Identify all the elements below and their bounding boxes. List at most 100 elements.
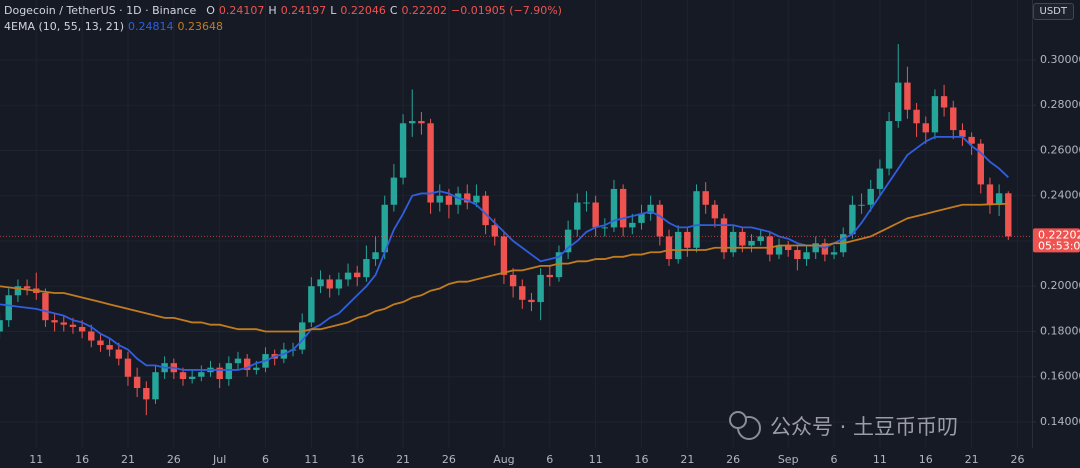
candle-body [23,286,31,289]
candle-body [335,279,343,289]
watermark-icon [729,411,747,429]
candle-body [647,204,654,214]
candle-body [638,213,645,223]
candle-body [858,204,865,206]
candle-body [390,177,398,205]
candle-body [583,202,590,204]
candle-body [968,136,975,144]
change: −0.01905 (−7.90%) [451,4,562,17]
candle-body [326,279,333,289]
countdown: 05:53:09 [1038,239,1080,252]
candle-body [427,123,434,203]
x-tick-label: 11 [873,453,887,466]
candle-body [574,202,581,230]
candle-body [445,195,453,205]
watermark: 公众号 · 土豆币币叨 [729,411,958,440]
y-tick-label: 0.30000 [1040,53,1080,66]
candle-body [188,376,196,379]
ema-line [0,202,1009,333]
candle-body [619,188,627,228]
candle-body [922,123,929,133]
candle-body [959,130,966,137]
x-tick-label: 26 [442,453,456,466]
candle-body [115,349,122,359]
candle-body [803,252,810,260]
ema-value: 0.24814 [128,20,174,33]
candle-body [152,372,159,400]
x-tick-label: 16 [75,453,89,466]
candle-body [830,252,838,255]
candle-body [913,109,920,124]
x-tick-label: Jul [212,453,226,466]
candle-body [711,204,719,219]
high-value: 0.24197 [280,4,327,17]
ema-line [0,135,1009,371]
candle-body [482,195,489,226]
candle-body [564,229,572,253]
candle-body [363,259,370,278]
candle-body [143,388,150,400]
candle-body [344,272,352,280]
candle-body [665,236,673,260]
candle-body [950,107,957,131]
x-tick-label: 6 [831,453,838,466]
candle-body [179,372,187,379]
ohlc-label: L [330,4,337,17]
labels: 0.140000.160000.180000.200000.220000.240… [29,53,1080,466]
candle-body [509,274,517,287]
last-price-label: 0.22202 [1038,228,1080,241]
candle-body [106,345,113,350]
indicator-name: 4EMA (10, 55, 13, 21) [4,20,125,33]
candle-body [234,358,242,364]
candle-body [940,96,948,108]
x-tick-label: 26 [726,453,740,466]
symbol: Dogecoin / TetherUS · 1D · Binance [4,4,197,17]
candle-body [409,121,416,124]
indicator-legend: 4EMA (10, 55, 13, 21) 0.24814 0.23648 [4,20,223,33]
candle-body [124,358,132,377]
ohlc-label: C [389,4,398,17]
candle-body [986,184,994,205]
ema-value: 0.23648 [177,20,224,33]
candle-body [748,240,755,246]
candle-body [895,82,902,122]
x-tick-label: 11 [304,453,318,466]
ohlc-label: O [206,4,215,17]
candle-body [97,340,104,346]
candle-body [684,231,691,248]
candle-body [42,293,49,321]
header: Dogecoin / TetherUS · 1D · Binance O 0.24… [4,4,562,17]
candle-body [794,250,801,260]
candle-body [464,193,471,203]
x-tick-label: 21 [121,453,135,466]
candle-body [821,243,829,255]
candle-body [500,236,508,275]
candle-body [537,274,544,303]
candle-body [885,121,893,169]
candle-body [0,320,3,332]
candle-body [14,286,22,296]
x-tick-label: 16 [350,453,364,466]
candle-body [399,123,407,178]
candle-body [253,367,260,370]
candle-body [198,372,205,377]
candle-body [69,324,77,327]
candle-body [629,222,636,228]
candle-body [775,245,783,255]
candle-body [308,286,315,323]
candle-body [995,193,1003,205]
x-tick-label: 26 [1010,453,1024,466]
candle-body [931,96,939,133]
candle-body [454,193,462,205]
x-tick-label: 11 [29,453,43,466]
candle-body [381,204,388,253]
candle-body [60,322,67,325]
candle-body [216,367,223,379]
candle-body [528,299,535,303]
candle-body [904,82,911,110]
candle-body [610,188,618,228]
